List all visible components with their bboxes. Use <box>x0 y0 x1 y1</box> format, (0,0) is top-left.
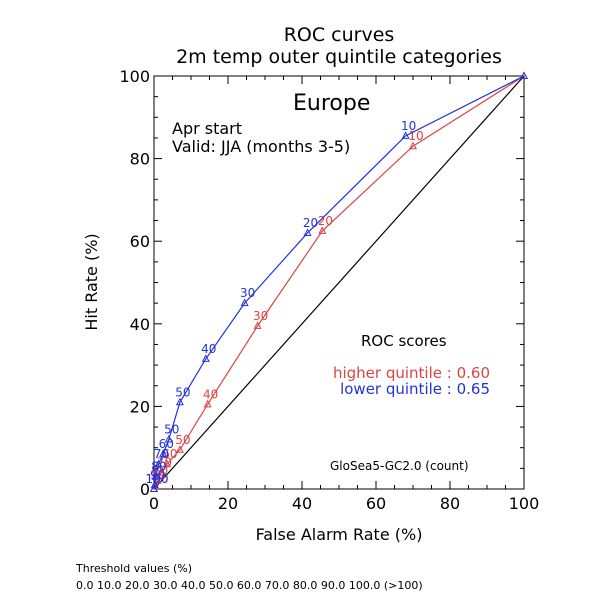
y-tick-label: 100 <box>119 67 150 86</box>
lower-quintile-score: lower quintile : 0.65 <box>340 380 490 398</box>
lower-quintile-threshold-label: 50 <box>175 385 190 399</box>
lower-quintile-point <box>401 131 410 139</box>
threshold-values: 0.0 10.0 20.0 30.0 40.0 50.0 60.0 70.0 8… <box>76 579 423 592</box>
no-skill-diagonal <box>153 75 525 490</box>
lower-quintile-threshold-label: 60 <box>159 437 174 451</box>
lower-quintile-threshold-label: 50 <box>164 422 179 436</box>
x-tick-label: 40 <box>292 494 312 513</box>
lower-quintile-threshold-label: 20 <box>303 216 318 230</box>
y-tick-label: 0 <box>140 480 150 499</box>
lower-quintile-threshold-label: 40 <box>201 342 216 356</box>
lower-quintile-point <box>164 434 173 443</box>
lower-quintile-point <box>154 459 163 468</box>
y-tick-label: 60 <box>130 232 150 251</box>
x-tick-label: 80 <box>440 494 460 513</box>
higher-quintile-line <box>153 75 525 490</box>
x-tick-label: 60 <box>366 494 386 513</box>
lower-quintile-point <box>175 397 184 406</box>
higher-quintile-threshold-label: 60 <box>162 447 177 461</box>
lower-quintile-point <box>303 228 312 236</box>
higher-quintile-point <box>175 445 184 453</box>
lower-quintile-point <box>150 480 159 488</box>
lower-quintile-threshold-label: 90 <box>150 468 165 482</box>
model-label: GloSea5-GC2.0 (count) <box>330 459 469 473</box>
higher-quintile-point <box>408 141 418 150</box>
higher-quintile-point <box>153 476 162 484</box>
lower-quintile-point <box>201 354 210 362</box>
valid-label: Valid: JJA (months 3-5) <box>172 137 350 156</box>
lower-quintile-point <box>149 484 159 492</box>
higher-quintile-score: higher quintile : 0.60 <box>333 364 490 382</box>
roc-scores-title: ROC scores <box>361 332 447 350</box>
x-tick-label: 20 <box>218 494 238 513</box>
x-tick-label: 100 <box>509 494 540 513</box>
x-axis-label: False Alarm Rate (%) <box>256 525 423 544</box>
chart-title: ROC curves <box>284 24 395 46</box>
higher-quintile-threshold-label: 50 <box>175 433 190 447</box>
y-tick-label: 40 <box>130 315 150 334</box>
lower-quintile-point <box>519 71 529 79</box>
lower-quintile-line <box>153 75 525 490</box>
higher-quintile-threshold-label: 40 <box>203 387 218 401</box>
y-tick-label: 20 <box>130 397 150 416</box>
higher-quintile-threshold-label: 20 <box>318 214 333 228</box>
higher-quintile-threshold-label: 30 <box>253 309 268 323</box>
lower-quintile-point <box>159 449 168 457</box>
region-label: Europe <box>293 91 370 116</box>
lower-quintile-point <box>240 298 249 307</box>
higher-quintile-point <box>162 459 171 468</box>
lower-quintile-threshold-label: 10 <box>401 119 416 133</box>
x-tick-label: 0 <box>149 494 159 513</box>
higher-quintile-point <box>157 467 166 476</box>
chart-subtitle: 2m temp outer quintile categories <box>176 46 502 68</box>
lower-quintile-point <box>151 472 160 480</box>
higher-quintile-point <box>253 321 262 329</box>
y-tick-label: 80 <box>130 150 150 169</box>
higher-quintile-point <box>203 399 212 408</box>
higher-quintile-point <box>318 226 327 234</box>
y-axis-label: Hit Rate (%) <box>82 233 101 330</box>
threshold-title: Threshold values (%) <box>75 562 192 575</box>
start-label: Apr start <box>172 119 242 138</box>
lower-quintile-threshold-label: 30 <box>240 286 255 300</box>
